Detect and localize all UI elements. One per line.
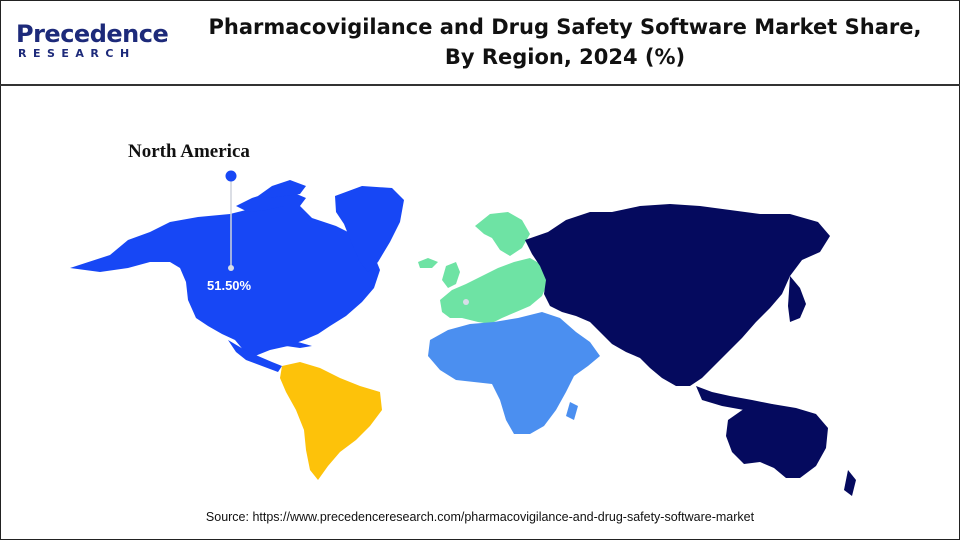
precedence-research-logo: Precedence RESEARCH [16,20,169,64]
africa-shape [428,312,600,434]
region-middle-east-africa [428,312,600,434]
region-europe [418,212,548,324]
cuba-shape [282,340,312,348]
region-latin-america [280,362,382,480]
australia-shape [726,404,828,478]
canadian-arctic-islands-shape [258,180,306,198]
canadian-arctic-shape [236,192,306,212]
madagascar-shape [566,402,578,420]
world-map [70,170,856,496]
new-zealand-shape [844,470,856,496]
callout-anchor-dot [228,265,234,271]
source-note: Source: https://www.precedenceresearch.c… [205,510,755,524]
uk-shape [442,262,460,288]
region-asia-pacific [525,204,856,496]
callout-marker [225,170,237,182]
logo-subtitle: RESEARCH [18,47,136,60]
logo-name: Precedence [16,20,169,48]
header: Precedence RESEARCH Pharmacovigilance an… [0,0,960,86]
chart-title: Pharmacovigilance and Drug Safety Softwa… [185,12,945,72]
continental-europe-shape [440,258,548,324]
north-america-shape [70,200,380,356]
north-america-label: North America [128,141,250,162]
scandinavia-shape [475,212,530,256]
chart-title-line-2: By Region, 2024 (%) [444,45,686,69]
chart-title-line-1: Pharmacovigilance and Drug Safety Softwa… [208,15,922,39]
europe-marker-dot [463,299,469,305]
region-north-america [70,180,404,372]
north-america-value: 51.50% [207,278,252,293]
asia-shape [525,204,830,386]
south-america-shape [280,362,382,480]
greenland-shape [335,186,404,272]
japan-shape [788,276,806,322]
central-america-shape [228,340,282,372]
iceland-shape [418,258,438,268]
